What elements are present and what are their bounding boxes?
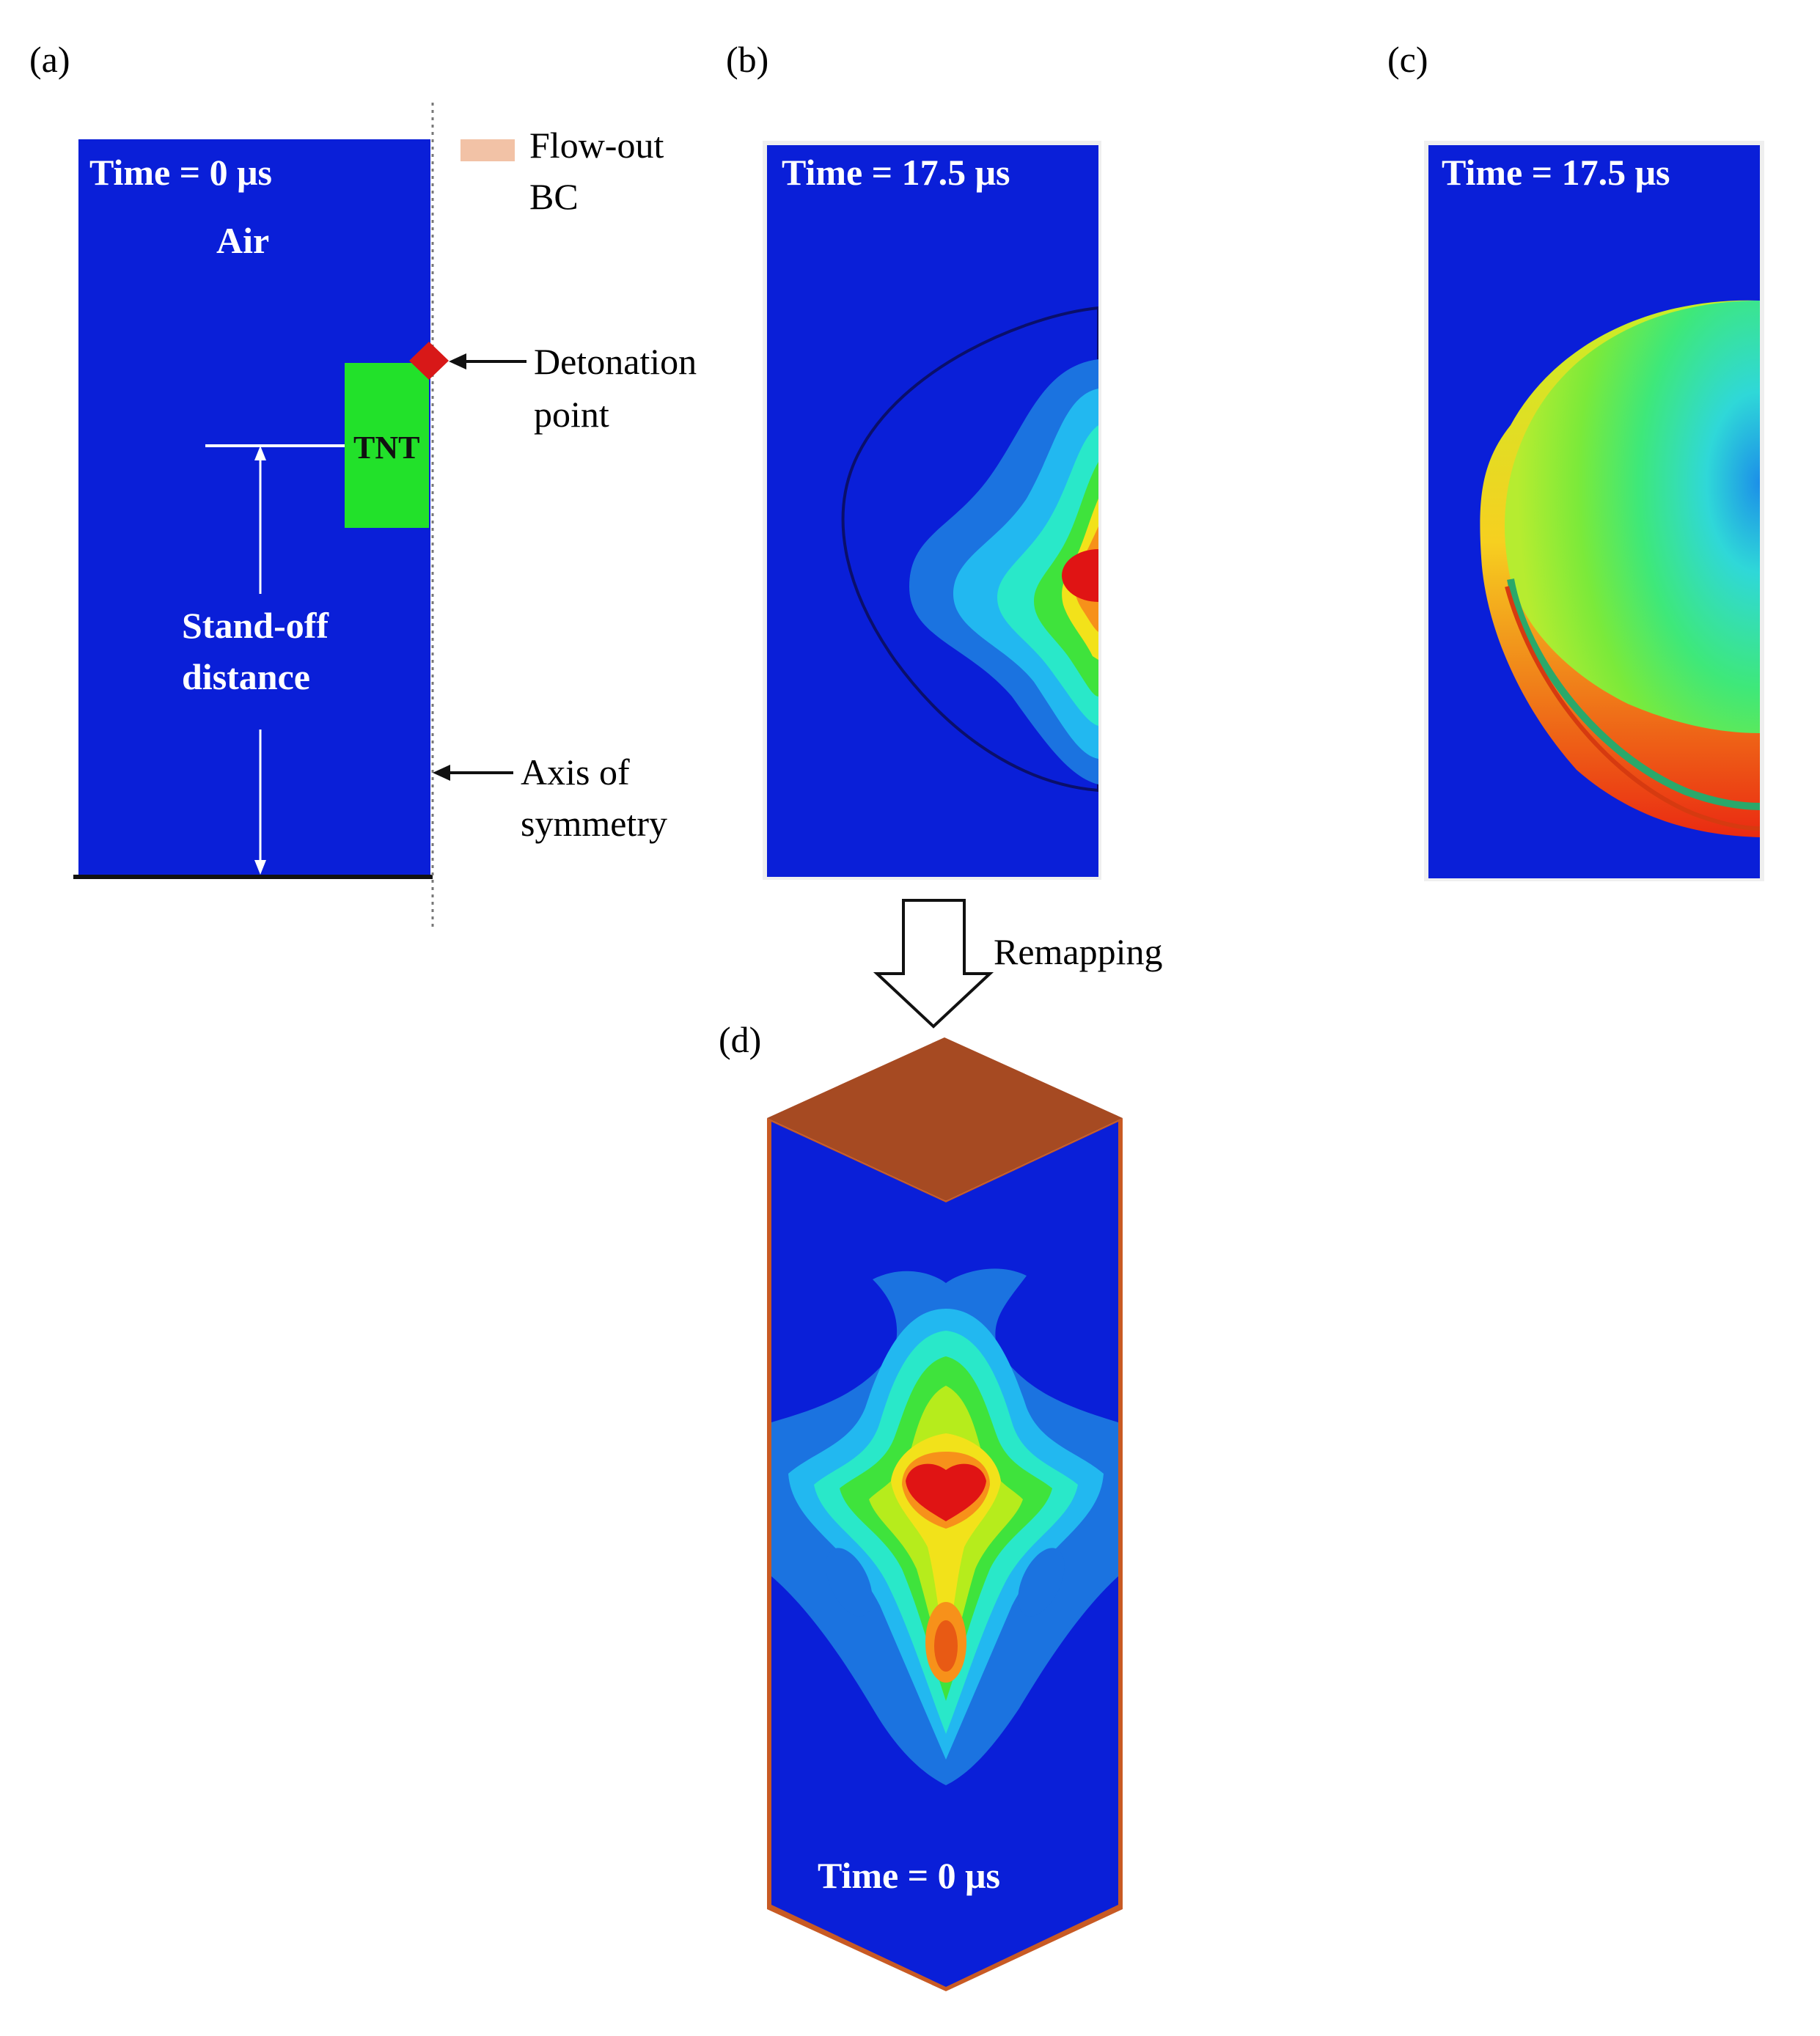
panel-d-left-void <box>826 1548 873 1617</box>
panel-d-lower-hotspot <box>934 1620 958 1672</box>
panel-d-top-face <box>767 1037 1123 1201</box>
standoff-label-line2: distance <box>182 656 310 697</box>
panel-b-letter: (b) <box>726 39 768 80</box>
remapping-label: Remapping <box>994 931 1163 972</box>
standoff-arrowhead-bottom <box>254 860 266 875</box>
panel-b-pressure-contours <box>767 145 1098 877</box>
panel-d-right-void <box>1018 1548 1065 1617</box>
flowout-bc-label-line2: BC <box>529 176 579 217</box>
panel-a-time-label: Time = 0 μs <box>89 152 272 193</box>
tnt-label: TNT <box>353 430 419 466</box>
flowout-bc-label-line1: Flow-out <box>529 125 664 166</box>
panel-a-letter: (a) <box>29 39 70 80</box>
standoff-arrowhead-top <box>254 446 266 460</box>
remapping-arrow <box>873 899 994 1029</box>
flowout-bc-swatch <box>460 139 515 161</box>
panel-c-time-label: Time = 17.5 μs <box>1442 152 1670 193</box>
axis-label-line2: symmetry <box>521 803 667 844</box>
detonation-label-line1: Detonation <box>534 341 697 382</box>
panel-d-time-label: Time = 0 μs <box>818 1855 1000 1896</box>
standoff-label-line1: Stand-off <box>182 605 329 646</box>
panel-d-letter: (d) <box>719 1019 761 1060</box>
panel-b-time-label: Time = 17.5 μs <box>782 152 1010 193</box>
panel-d-3d-domain <box>771 1122 1118 1987</box>
panel-a-air-label: Air <box>216 220 269 261</box>
axis-arrowhead <box>433 765 450 781</box>
panel-c-fireball <box>1428 145 1760 878</box>
detonation-arrowhead <box>449 353 466 370</box>
detonation-point-marker <box>409 342 449 380</box>
panel-c-letter: (c) <box>1387 39 1428 80</box>
axis-label-line1: Axis of <box>521 751 630 793</box>
detonation-label-line2: point <box>534 394 609 435</box>
tnt-charge <box>345 363 429 528</box>
